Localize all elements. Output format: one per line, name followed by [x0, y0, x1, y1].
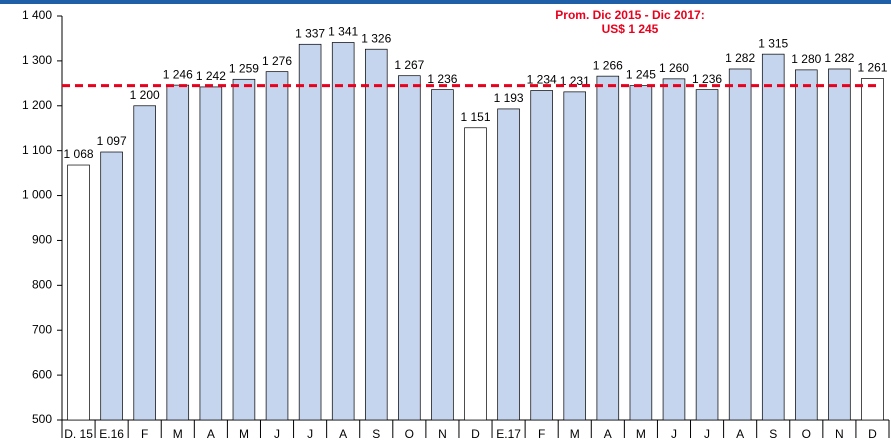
y-tick-label: 1 100: [22, 143, 52, 157]
bar: [67, 164, 90, 421]
bar: [398, 75, 421, 421]
x-tick-label: F: [538, 427, 545, 441]
value-label: 1 282: [824, 51, 854, 65]
x-tick-label: M: [173, 427, 183, 441]
x-tick-label: D. 15: [64, 427, 93, 441]
y-tick-label: 500: [32, 412, 52, 426]
bar: [828, 68, 851, 421]
bar: [298, 43, 322, 421]
value-label: 1 242: [196, 69, 226, 83]
x-tick-label: D: [868, 427, 877, 441]
bar: [232, 78, 256, 421]
x-tick-label: A: [207, 427, 215, 441]
bar: [431, 89, 454, 421]
y-tick-label: 600: [32, 367, 52, 381]
bar: [199, 86, 223, 421]
bar: [695, 89, 719, 421]
x-tick-label: J: [704, 427, 710, 441]
y-tick-label: 900: [32, 233, 52, 247]
y-tick-label: 1 000: [22, 188, 52, 202]
value-label: 1 246: [163, 67, 193, 81]
x-tick-label: J: [307, 427, 313, 441]
y-tick-label: 1 200: [22, 98, 52, 112]
value-label: 1 266: [593, 58, 623, 72]
bar: [563, 91, 587, 421]
x-tick-label: M: [239, 427, 249, 441]
value-label: 1 236: [427, 72, 457, 86]
value-label: 1 280: [791, 52, 821, 66]
bar: [497, 108, 520, 421]
x-tick-label: A: [339, 427, 347, 441]
x-tick-label: D: [471, 427, 480, 441]
value-label: 1 261: [857, 61, 887, 75]
x-tick-label: E.17: [496, 427, 521, 441]
x-tick-label: N: [835, 427, 844, 441]
bar: [100, 151, 123, 421]
x-tick-label: O: [405, 427, 414, 441]
bar: [629, 85, 653, 421]
x-tick-label: S: [372, 427, 380, 441]
value-label: 1 337: [295, 26, 325, 40]
x-tick-label: F: [141, 427, 148, 441]
y-tick-label: 1 400: [22, 8, 52, 22]
x-tick-label: M: [570, 427, 580, 441]
bar: [364, 48, 388, 421]
bar: [662, 78, 686, 421]
value-label: 1 276: [262, 54, 292, 68]
x-tick-label: S: [769, 427, 777, 441]
y-tick-label: 800: [32, 278, 52, 292]
value-label: 1 282: [725, 51, 755, 65]
x-tick-label: O: [802, 427, 811, 441]
x-tick-label: N: [438, 427, 447, 441]
value-label: 1 200: [130, 88, 160, 102]
x-tick-label: A: [736, 427, 744, 441]
value-label: 1 068: [64, 147, 94, 161]
value-label: 1 151: [460, 110, 490, 124]
value-label: 1 097: [97, 134, 127, 148]
value-label: 1 341: [328, 25, 358, 39]
bar: [861, 78, 884, 421]
y-tick-label: 1 300: [22, 53, 52, 67]
bar: [728, 68, 752, 421]
x-tick-label: J: [671, 427, 677, 441]
value-label: 1 234: [527, 73, 557, 87]
bar: [464, 127, 487, 421]
x-tick-label: A: [604, 427, 612, 441]
header-bar: [0, 0, 891, 4]
value-label: 1 315: [758, 36, 788, 50]
bar: [133, 105, 156, 421]
bar: [761, 53, 785, 421]
x-tick-label: J: [274, 427, 280, 441]
value-label: 1 326: [361, 31, 391, 45]
bar: [596, 75, 620, 421]
value-label: 1 193: [494, 91, 524, 105]
bar: [530, 90, 553, 421]
bar: [331, 42, 355, 421]
reference-label: Prom. Dic 2015 - Dic 2017:: [555, 8, 704, 22]
y-tick-label: 700: [32, 322, 52, 336]
x-tick-label: M: [636, 427, 646, 441]
bar: [166, 84, 190, 421]
value-label: 1 259: [229, 61, 259, 75]
value-label: 1 267: [394, 58, 424, 72]
x-tick-label: E.16: [99, 427, 124, 441]
bar: [795, 69, 818, 421]
reference-label: US$ 1 245: [602, 22, 659, 36]
value-label: 1 245: [626, 68, 656, 82]
value-label: 1 260: [659, 61, 689, 75]
value-label: 1 236: [692, 72, 722, 86]
bar: [265, 71, 289, 421]
